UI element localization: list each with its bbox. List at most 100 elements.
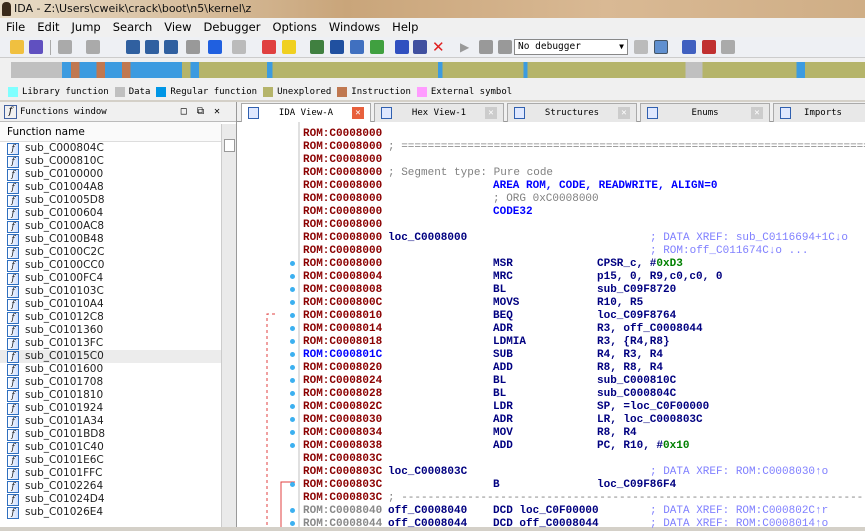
breakpoint-dot[interactable] xyxy=(290,261,295,266)
function-list-item[interactable]: f sub_C01010A4 xyxy=(0,298,221,311)
label[interactable]: off_C0008044 xyxy=(388,518,468,530)
operands[interactable]: R4, R3, R4 xyxy=(597,349,663,362)
function-list-item[interactable]: f sub_C0100FC4 xyxy=(0,272,221,285)
maximize-icon[interactable]: □ xyxy=(180,106,197,117)
disasm-line[interactable]: ROM:C0008000 MSR CPSR_c, #0xD3 xyxy=(303,258,863,271)
edit-icon[interactable] xyxy=(413,40,427,54)
function-list-item[interactable]: f sub_C0101924 xyxy=(0,402,221,415)
breakpoint-dot[interactable] xyxy=(290,300,295,305)
menu-debugger[interactable]: Debugger xyxy=(203,20,261,34)
disasm-line[interactable]: ROM:C0008000 loc_C0008000 ; DATA XREF: sub… xyxy=(303,232,863,245)
disasm-line[interactable]: ROM:C0008000 AREA ROM, CODE, READWRITE, A… xyxy=(303,180,863,193)
label[interactable]: loc_C0008000 xyxy=(388,232,468,244)
search-text-icon[interactable] xyxy=(145,40,159,54)
disasm-line[interactable]: ROM:C0008034 MOV R8, R4 xyxy=(303,427,863,440)
operands[interactable]: R10, R5 xyxy=(597,297,643,310)
disasm-line[interactable]: ROM:C0008044 off_C0008044 DCD off_C0008044… xyxy=(303,518,863,531)
close-icon[interactable]: ✕ xyxy=(618,107,630,119)
disasm-line[interactable]: ROM:C0008000 ; ROM:off_C011674C↓o ... xyxy=(303,245,863,258)
add-breakpoint-icon[interactable] xyxy=(702,40,716,54)
scrollbar-thumb[interactable] xyxy=(224,139,235,152)
disasm-line[interactable]: ROM:C0008010 BEQ loc_C09F8764 xyxy=(303,310,863,323)
disasm-line[interactable]: ROM:C0008030 ADR LR, loc_C000803C xyxy=(303,414,863,427)
disasm-line[interactable]: ROM:C0008028 BL sub_C000804C xyxy=(303,388,863,401)
operands[interactable]: CPSR_c, #0xD3 xyxy=(597,258,683,271)
function-list-item[interactable]: f sub_C0102264 xyxy=(0,480,221,493)
function-list-item[interactable]: f sub_C0101A34 xyxy=(0,415,221,428)
search-immediate-icon[interactable] xyxy=(164,40,178,54)
function-list-item[interactable]: f sub_C000804C xyxy=(0,142,221,155)
function-list-item[interactable]: f sub_C01005D8 xyxy=(0,194,221,207)
pause-icon[interactable] xyxy=(479,40,493,54)
navigation-strip[interactable] xyxy=(11,62,865,78)
function-list-item[interactable]: f sub_C0101FFC xyxy=(0,467,221,480)
xref-comment[interactable]: ; DATA XREF: sub_C0116694+1C↓o xyxy=(650,232,849,244)
operands[interactable]: R8, R8, R4 xyxy=(597,362,663,375)
operands[interactable]: LR, loc_C000803C xyxy=(597,414,703,427)
function-list-item[interactable]: f sub_C01015C0 xyxy=(0,350,221,363)
function-list-item[interactable]: f sub_C0100C2C xyxy=(0,246,221,259)
disasm-line[interactable]: ROM:C000800C MOVS R10, R5 xyxy=(303,297,863,310)
operands[interactable]: sub_C000810C xyxy=(597,375,676,388)
ida-view-a-disassembly[interactable]: ROM:C0008000 ROM:C0008000; ==============… xyxy=(237,122,865,530)
disasm-line[interactable]: ROM:C000803C loc_C000803C ; DATA XREF: ROM… xyxy=(303,466,863,479)
disasm-line[interactable]: ROM:C0008000 ; ORG 0xC0008000 xyxy=(303,193,863,206)
function-list-item[interactable]: f sub_C0101E6C xyxy=(0,454,221,467)
breakpoint-dot[interactable] xyxy=(290,482,295,487)
function-list-item[interactable]: f sub_C01004A8 xyxy=(0,181,221,194)
tab-ida-view-a[interactable]: IDA View-A ✕ xyxy=(241,103,371,123)
menu-edit[interactable]: Edit xyxy=(37,20,60,34)
tab-hex-view-1[interactable]: Hex View-1 ✕ xyxy=(374,103,504,122)
operands[interactable]: PC, R10, #0x10 xyxy=(597,440,689,453)
breakpoint-dot[interactable] xyxy=(290,313,295,318)
add-code-icon[interactable] xyxy=(310,40,324,54)
disasm-line[interactable]: ROM:C0008000 xyxy=(303,219,863,232)
disasm-line[interactable]: ROM:C000802C LDR SP, =loc_C0F00000 xyxy=(303,401,863,414)
disasm-line[interactable]: ROM:C0008008 BL sub_C09F8720 xyxy=(303,284,863,297)
breakpoint-dot[interactable] xyxy=(290,391,295,396)
tab-structures[interactable]: Structures ✕ xyxy=(507,103,637,122)
operands[interactable]: loc_C09F86F4 xyxy=(597,479,676,492)
back-icon[interactable] xyxy=(58,40,72,54)
function-list-item[interactable]: f sub_C0101708 xyxy=(0,376,221,389)
disasm-line[interactable]: ROM:C0008000 ; ==========================… xyxy=(303,141,865,154)
breakpoint-list-icon[interactable] xyxy=(682,40,696,54)
breakpoint-dot[interactable] xyxy=(290,365,295,370)
menu-jump[interactable]: Jump xyxy=(71,20,101,34)
menu-help[interactable]: Help xyxy=(392,20,419,34)
breakpoint-dot[interactable] xyxy=(290,521,295,526)
graph-icon[interactable] xyxy=(262,40,276,54)
breakpoint-dot[interactable] xyxy=(290,352,295,357)
close-icon[interactable]: ✕ xyxy=(485,107,497,119)
float-icon[interactable]: ⧉ xyxy=(196,106,214,117)
add-struct-icon[interactable] xyxy=(395,40,409,54)
operands[interactable]: p15, 0, R9,c0,c0, 0 xyxy=(597,271,722,284)
close-icon[interactable]: ✕ xyxy=(352,107,364,119)
tab-enums[interactable]: Enums ✕ xyxy=(640,103,770,122)
xref-comment[interactable]: ; DATA XREF: ROM:C0008014↑o xyxy=(650,518,829,530)
operands[interactable]: R3, off_C0008044 xyxy=(597,323,703,336)
operands[interactable]: R8, R4 xyxy=(597,427,637,440)
breakpoint-dot[interactable] xyxy=(290,508,295,513)
xref-comment[interactable]: ; ROM:off_C011674C↓o ... xyxy=(650,245,809,257)
function-list-item[interactable]: f sub_C0100AC8 xyxy=(0,220,221,233)
function-list-item[interactable]: f sub_C0101600 xyxy=(0,363,221,376)
disasm-line[interactable]: ROM:C000803C ; --------------------------… xyxy=(303,492,865,505)
column-header-function-name[interactable]: Function name xyxy=(0,122,221,142)
menu-file[interactable]: File xyxy=(6,20,26,34)
breakpoint-dot[interactable] xyxy=(290,417,295,422)
scrollbar[interactable] xyxy=(221,124,236,527)
breakpoint-dot[interactable] xyxy=(290,274,295,279)
disasm-line[interactable]: ROM:C0008000 xyxy=(303,128,863,141)
function-list-item[interactable]: f sub_C01026E4 xyxy=(0,506,221,519)
menu-search[interactable]: Search xyxy=(112,20,153,34)
breakpoint-dot[interactable] xyxy=(290,430,295,435)
add-string-icon[interactable] xyxy=(350,40,364,54)
operands[interactable]: R3, {R4,R8} xyxy=(597,336,670,349)
add-data-icon[interactable] xyxy=(330,40,344,54)
breakpoint-dot[interactable] xyxy=(290,326,295,331)
function-list-item[interactable]: f sub_C01012C8 xyxy=(0,311,221,324)
function-list-item[interactable]: f sub_C0100604 xyxy=(0,207,221,220)
disasm-line[interactable]: ROM:C0008018 LDMIA R3, {R4,R8} xyxy=(303,336,863,349)
